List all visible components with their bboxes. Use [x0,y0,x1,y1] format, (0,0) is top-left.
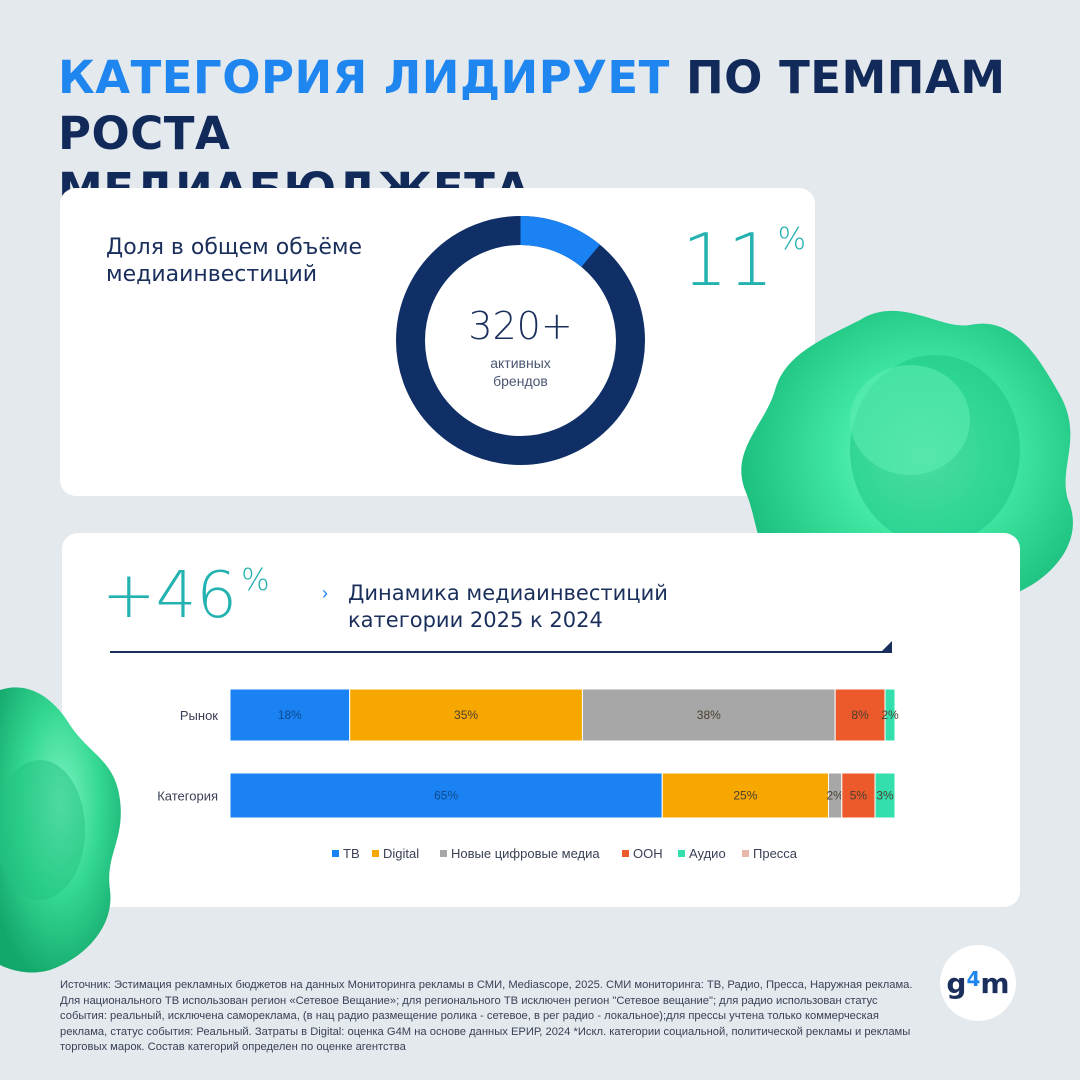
share-percent: 11% [682,218,806,302]
legend-item: Аудио [678,846,726,861]
brands-caption-line2: брендов [493,372,548,389]
green-blob-left [0,687,121,973]
bar-data-label: 38% [697,708,721,722]
legend-swatch [622,850,629,857]
category-label: Рынок [180,708,218,723]
chevron-right-icon: › [322,583,328,603]
bar-data-label: 2% [881,708,899,722]
legend-label: ТВ [343,846,360,861]
share-donut [396,216,645,465]
share-label-line1: Доля в общем объёме [106,235,363,260]
growth-value: +46 [102,559,238,633]
growth-percent: +46% [102,559,270,633]
category-label: Категория [157,789,218,804]
headline-accent: КАТЕГОРИЯ ЛИДИРУЕТ [58,51,670,104]
legend-swatch [678,850,685,857]
share-label: Доля в общем объёме медиаинвестиций [106,234,362,288]
bar-segment [661,772,829,819]
logo-g: g [946,966,967,1000]
bar-segment [874,772,896,819]
brands-count: 320+ [468,303,573,348]
brands-caption-line1: активных [490,354,551,371]
growth-sign: % [241,563,270,598]
legend-item: Пресса [742,846,798,861]
bar-data-label: 65% [434,789,458,803]
bar-data-label: 5% [850,789,868,803]
donut-share-arc [396,216,645,465]
growth-label: Динамика медиаинвестиций категории 2025 … [348,580,668,634]
donut-center: 320+ активных брендов [393,213,648,468]
legend-item: ТВ [332,846,360,861]
bar-data-label: 3% [876,789,894,803]
growth-label-line2: категории 2025 к 2024 [348,608,603,632]
divider-corner-icon [880,641,892,653]
legend-item: ООН [622,846,663,861]
bar-data-label: 2% [826,789,844,803]
legend-label: Новые цифровые медиа [451,846,600,861]
bar-data-label: 25% [733,789,757,803]
legend-label: ООН [633,846,663,861]
legend-item: Digital [372,846,419,861]
stacked-bar-chart: Рынок 18% 35% 38% 8% 2% Категория 65% 25% 2% 5% 3% Т… [157,688,899,861]
share-label-line2: медиаинвестиций [106,262,318,287]
growth-label-line1: Динамика медиаинвестиций [348,581,668,605]
legend-label: Пресса [753,846,798,861]
bar-segment [884,688,896,742]
logo-4: 4 [966,967,981,991]
bar-segment [229,772,663,819]
share-card: Доля в общем объёме медиаинвестиций 320+… [60,188,815,496]
bar-segment [581,688,836,742]
logo-m: m [980,966,1010,1000]
share-percent-sign: % [777,222,807,257]
headline-rest: ПО ТЕМПАМ РОСТА [58,51,1006,160]
legend-label: Аудио [689,846,726,861]
bar-data-label: 35% [454,708,478,722]
divider-line [110,651,892,653]
legend-swatch [742,850,749,857]
growth-card: +46% › Динамика медиаинвестиций категори… [62,533,1020,907]
legend-swatch [372,850,379,857]
legend-label: Digital [383,846,419,861]
share-percent-value: 11 [682,218,774,302]
bar-data-label: 8% [851,708,869,722]
source-footnote: Источник: Эстимация рекламных бюджетов н… [60,979,913,1053]
brands-caption: активных брендов [490,354,551,390]
bar-data-label: 18% [278,708,302,722]
legend-item: Новые цифровые медиа [440,846,600,861]
legend-swatch [440,850,447,857]
legend-swatch [332,850,339,857]
